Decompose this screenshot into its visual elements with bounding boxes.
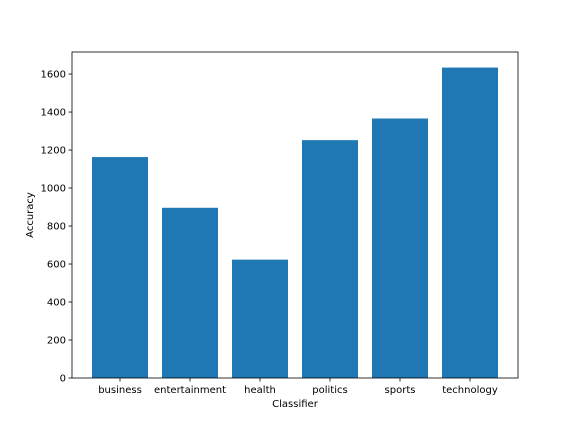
- bar-sports: [372, 118, 428, 378]
- x-axis-label: Classifier: [272, 399, 319, 410]
- y-tick-label: 0: [60, 374, 66, 385]
- bar-health: [232, 259, 288, 378]
- x-tick-label: business: [98, 385, 142, 396]
- x-tick-label: technology: [442, 385, 498, 396]
- bars-layer: [92, 67, 498, 378]
- bar-politics: [302, 140, 358, 378]
- x-tick-label: entertainment: [154, 385, 226, 396]
- bar-entertainment: [162, 207, 218, 378]
- y-axis-label: Accuracy: [25, 192, 36, 238]
- bar-business: [92, 157, 148, 378]
- bar-technology: [442, 67, 498, 378]
- y-tick-label: 400: [47, 298, 66, 309]
- y-tick-label: 200: [47, 336, 66, 347]
- y-tick-label: 1600: [41, 70, 66, 81]
- y-tick-label: 800: [47, 222, 66, 233]
- y-tick-label: 1400: [41, 108, 66, 119]
- x-tick-label: politics: [312, 385, 347, 396]
- y-tick-label: 600: [47, 260, 66, 271]
- plot-frame: [71, 51, 519, 379]
- x-tick-label: sports: [385, 385, 416, 396]
- y-tick-label: 1200: [41, 146, 66, 157]
- x-tick-label: health: [244, 385, 276, 396]
- axes-layer: business entertainment health politics sport…: [41, 51, 519, 396]
- y-tick-label: 1000: [41, 184, 66, 195]
